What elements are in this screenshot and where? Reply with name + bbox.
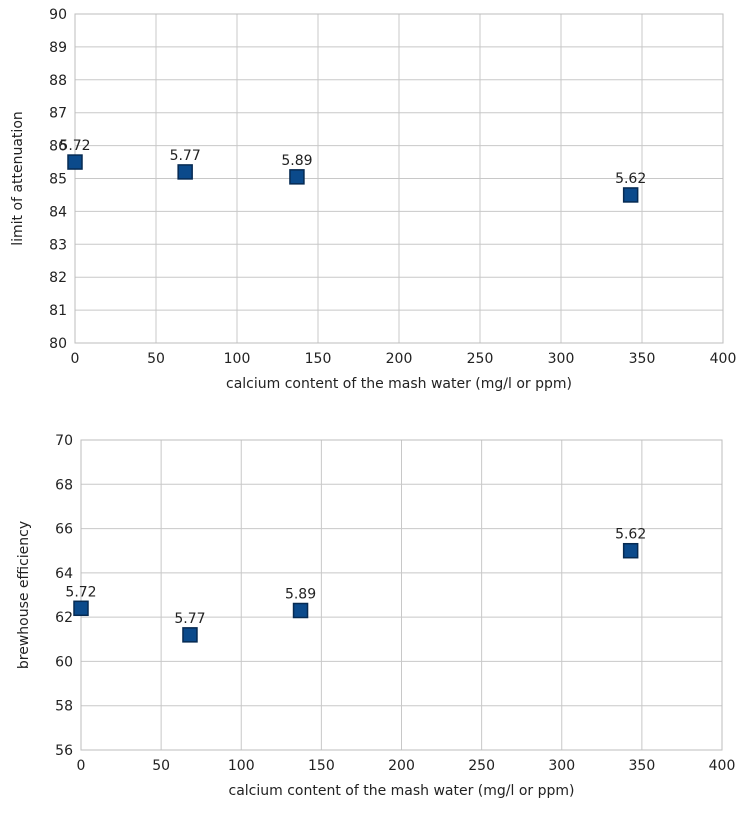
y-tick-label: 84 — [49, 204, 67, 220]
y-tick-label: 86 — [49, 139, 67, 155]
x-tick-label: 0 — [77, 758, 86, 774]
data-point — [177, 164, 193, 180]
data-point — [73, 600, 89, 617]
y-axis-title: limit of attenuation — [10, 111, 26, 246]
gridlines — [74, 13, 724, 344]
y-axis: 80 81 82 83 84 85 86 87 88 89 90 — [49, 7, 67, 352]
data-label: 5.62 — [615, 527, 646, 543]
y-tick-label: 81 — [49, 303, 67, 319]
x-tick-label: 0 — [71, 351, 80, 367]
x-axis-title: calcium content of the mash water (mg/l … — [226, 376, 572, 392]
data-label: 5.72 — [65, 584, 96, 600]
data-label: 5.77 — [174, 611, 205, 627]
x-tick-label: 300 — [548, 351, 575, 367]
gridlines — [80, 439, 723, 751]
data-points: 5.72 5.77 5.89 5.62 — [65, 527, 646, 643]
data-label: 5.89 — [281, 153, 312, 169]
x-tick-label: 250 — [468, 758, 495, 774]
plot-frame — [80, 439, 723, 751]
x-tick-label: 50 — [147, 351, 165, 367]
x-tick-label: 200 — [386, 351, 413, 367]
x-axis-title: calcium content of the mash water (mg/l … — [229, 783, 575, 799]
y-tick-label: 85 — [49, 172, 67, 188]
data-label: 5.62 — [615, 171, 646, 187]
y-tick-label: 80 — [49, 336, 67, 352]
x-tick-label: 50 — [152, 758, 170, 774]
data-points: 5.72 5.77 5.89 5.62 — [59, 138, 646, 203]
x-tick-label: 400 — [709, 758, 736, 774]
y-tick-label: 88 — [49, 73, 67, 89]
y-tick-label: 83 — [49, 237, 67, 253]
data-point — [622, 187, 639, 203]
y-tick-label: 87 — [49, 106, 67, 122]
plot-frame — [74, 13, 724, 344]
x-axis: 0 50 100 150 200 250 300 350 400 — [71, 351, 737, 367]
y-tick-label: 90 — [49, 7, 67, 23]
attenuation-chart-svg: 0 50 100 150 200 250 300 350 400 80 81 82 83 84 85 86 87… — [10, 7, 737, 392]
y-tick-label: 62 — [55, 610, 73, 626]
x-tick-label: 300 — [548, 758, 575, 774]
data-point — [289, 169, 305, 185]
attenuation-chart: 0 50 100 150 200 250 300 350 400 80 81 82 83 84 85 86 87… — [0, 0, 740, 410]
x-tick-label: 400 — [710, 351, 737, 367]
y-axis-title: brewhouse efficiency — [16, 521, 32, 669]
y-tick-label: 56 — [55, 743, 73, 759]
data-point — [67, 154, 83, 170]
y-tick-label: 60 — [55, 654, 73, 670]
data-label: 5.72 — [59, 138, 90, 154]
x-tick-label: 200 — [388, 758, 415, 774]
y-tick-label: 68 — [55, 477, 73, 493]
data-point — [182, 627, 198, 643]
data-point — [292, 602, 309, 619]
x-tick-label: 250 — [467, 351, 494, 367]
data-label: 5.89 — [285, 587, 316, 603]
y-tick-label: 70 — [55, 433, 73, 449]
y-axis: 56 58 60 62 64 66 68 70 — [55, 433, 73, 759]
x-tick-label: 100 — [228, 758, 255, 774]
x-tick-label: 100 — [224, 351, 251, 367]
x-axis: 0 50 100 150 200 250 300 350 400 — [77, 758, 736, 774]
x-tick-label: 150 — [305, 351, 332, 367]
data-point — [622, 542, 639, 559]
y-tick-label: 64 — [55, 566, 73, 582]
efficiency-chart: 0 50 100 150 200 250 300 350 400 56 58 60 62 64 66 68 70… — [0, 410, 740, 820]
x-tick-label: 350 — [629, 351, 656, 367]
y-tick-label: 89 — [49, 40, 67, 56]
x-tick-label: 150 — [308, 758, 335, 774]
efficiency-chart-svg: 0 50 100 150 200 250 300 350 400 56 58 60 62 64 66 68 70… — [16, 433, 736, 799]
y-tick-label: 58 — [55, 699, 73, 715]
y-tick-label: 66 — [55, 522, 73, 538]
x-tick-label: 350 — [629, 758, 656, 774]
data-label: 5.77 — [170, 148, 201, 164]
y-tick-label: 82 — [49, 270, 67, 286]
